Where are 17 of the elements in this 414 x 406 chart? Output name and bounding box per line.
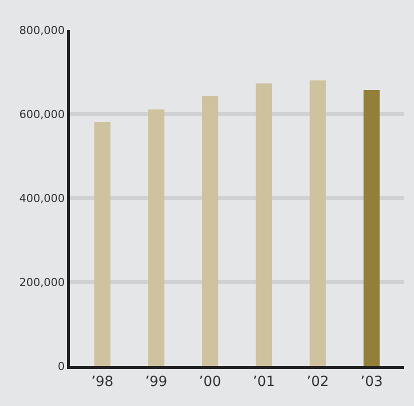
x-tick-label: ’01	[252, 374, 276, 390]
bar	[148, 109, 164, 366]
x-tick-label: ’03	[360, 374, 383, 390]
x-tick-label: ’99	[145, 374, 168, 390]
y-tick-label: 400,000	[19, 192, 65, 205]
x-tick-label: ’00	[198, 374, 222, 390]
bar	[310, 80, 326, 366]
y-tick-label: 800,000	[19, 24, 65, 37]
bar	[94, 122, 110, 366]
y-tick-label: 0	[58, 360, 65, 373]
bar	[364, 90, 380, 366]
bar	[256, 83, 272, 366]
y-tick-label: 200,000	[19, 276, 65, 289]
x-tick-label: ’98	[91, 374, 114, 390]
bar	[202, 96, 218, 366]
x-tick-label: ’02	[306, 374, 329, 390]
y-tick-label: 600,000	[19, 108, 65, 121]
